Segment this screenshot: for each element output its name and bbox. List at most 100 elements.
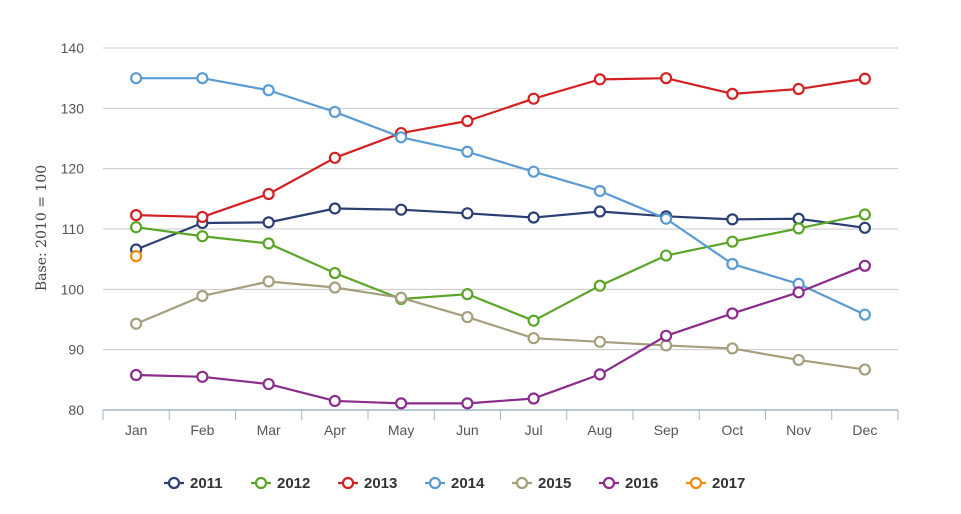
data-point-2012 — [461, 288, 474, 301]
x-tick-label: Sep — [654, 422, 679, 438]
legend-item-2014: 2014 — [425, 475, 485, 492]
series-line-2015 — [135, 280, 866, 371]
data-point-2015 — [792, 353, 805, 367]
legend-item-2011: 2011 — [164, 475, 223, 492]
data-point-2016 — [262, 377, 275, 391]
x-tick-label: Feb — [190, 422, 214, 438]
data-point-2011 — [593, 205, 606, 218]
data-point-2014 — [262, 84, 275, 97]
data-point-2012 — [792, 222, 805, 235]
legend-label: 2015 — [538, 475, 571, 492]
data-point-2012 — [328, 266, 341, 280]
data-point-2011 — [461, 207, 474, 220]
legend-marker — [254, 476, 268, 490]
legend-label: 2013 — [364, 475, 397, 492]
y-tick-label: 140 — [61, 40, 85, 56]
x-tick-label: Apr — [324, 422, 346, 438]
legend-item-2016: 2016 — [599, 475, 658, 492]
legend-marker — [515, 476, 529, 490]
legend-label: 2014 — [451, 475, 485, 492]
data-point-2013 — [593, 73, 606, 86]
data-point-2011 — [527, 211, 540, 224]
data-point-2013 — [792, 82, 805, 96]
data-point-2012 — [660, 249, 673, 262]
data-point-2012 — [527, 314, 540, 327]
y-tick-label: 100 — [61, 281, 85, 297]
y-axis: 80 90 100 110 120 130 140 — [61, 40, 85, 418]
y-tick-label: 130 — [61, 100, 85, 116]
data-point-2011 — [395, 203, 408, 216]
data-point-2014 — [593, 184, 606, 198]
data-point-2015 — [660, 339, 673, 352]
data-point-2015 — [328, 281, 341, 294]
data-point-2014 — [726, 257, 739, 271]
data-point-2015 — [130, 317, 143, 330]
y-tick-label: 120 — [61, 161, 85, 177]
data-point-2015 — [726, 342, 739, 355]
x-tick-label: Dec — [852, 422, 877, 438]
data-point-2011 — [792, 212, 805, 225]
legend-label: 2012 — [277, 475, 310, 492]
series-line-2013 — [136, 77, 866, 219]
data-point-2016 — [792, 286, 805, 299]
x-tick-label: May — [388, 422, 414, 438]
data-point-2016 — [858, 259, 871, 272]
data-point-2015 — [527, 332, 540, 345]
data-point-2014 — [660, 212, 673, 225]
legend-label: 2016 — [625, 475, 658, 492]
data-point-2011 — [858, 221, 871, 234]
data-point-2013 — [130, 209, 143, 222]
series-line-2014 — [136, 77, 866, 316]
legend-label: 2017 — [712, 475, 745, 492]
y-tick-label: 80 — [68, 402, 84, 418]
data-point-2013 — [660, 72, 673, 85]
data-point-2016 — [527, 392, 540, 405]
data-point-2015 — [262, 275, 275, 288]
data-point-2016 — [130, 368, 143, 382]
data-point-2013 — [726, 87, 739, 100]
x-tick-label: Aug — [587, 422, 612, 438]
x-tick-label: Jul — [525, 422, 543, 438]
data-point-2012 — [858, 208, 871, 221]
series-line-2011 — [135, 207, 866, 251]
legend-marker — [602, 476, 616, 490]
data-point-2016 — [328, 394, 341, 408]
legend-item-2013: 2013 — [338, 475, 397, 492]
series-points — [130, 72, 871, 410]
data-point-2016 — [593, 368, 606, 381]
data-point-2012 — [593, 279, 606, 292]
y-tick-label: 110 — [62, 221, 85, 237]
data-point-2013 — [328, 151, 341, 164]
data-point-2016 — [395, 397, 408, 410]
data-point-2016 — [726, 307, 739, 320]
gridlines — [103, 47, 898, 351]
data-point-2011 — [726, 213, 739, 226]
x-tick-label: Mar — [257, 422, 281, 438]
data-point-2017 — [130, 250, 143, 263]
legend-item-2015: 2015 — [512, 475, 571, 492]
legend-item-2012: 2012 — [251, 475, 310, 492]
data-point-2013 — [527, 92, 540, 105]
legend-marker — [689, 476, 703, 490]
data-point-2012 — [196, 230, 209, 243]
x-tick-label: Jun — [456, 422, 479, 438]
data-point-2013 — [196, 210, 209, 224]
legend-item-2017: 2017 — [686, 475, 745, 492]
x-tick-label: Nov — [786, 422, 811, 438]
data-point-2011 — [328, 202, 341, 215]
legend-label: 2011 — [190, 475, 223, 492]
data-point-2014 — [858, 308, 871, 321]
data-point-2012 — [130, 221, 143, 234]
y-axis-title: Base: 2010 = 100 — [34, 165, 50, 291]
series-lines — [135, 77, 866, 405]
data-point-2015 — [858, 363, 871, 376]
legend-marker — [341, 476, 355, 490]
legend-marker — [428, 476, 442, 490]
data-point-2012 — [262, 237, 275, 250]
data-point-2014 — [130, 72, 143, 85]
legend: 2011 2012 2013 2014 2015 2016 2017 — [164, 475, 745, 492]
data-point-2016 — [196, 370, 209, 383]
data-point-2015 — [461, 310, 474, 324]
x-tick-label: Jan — [125, 422, 148, 438]
